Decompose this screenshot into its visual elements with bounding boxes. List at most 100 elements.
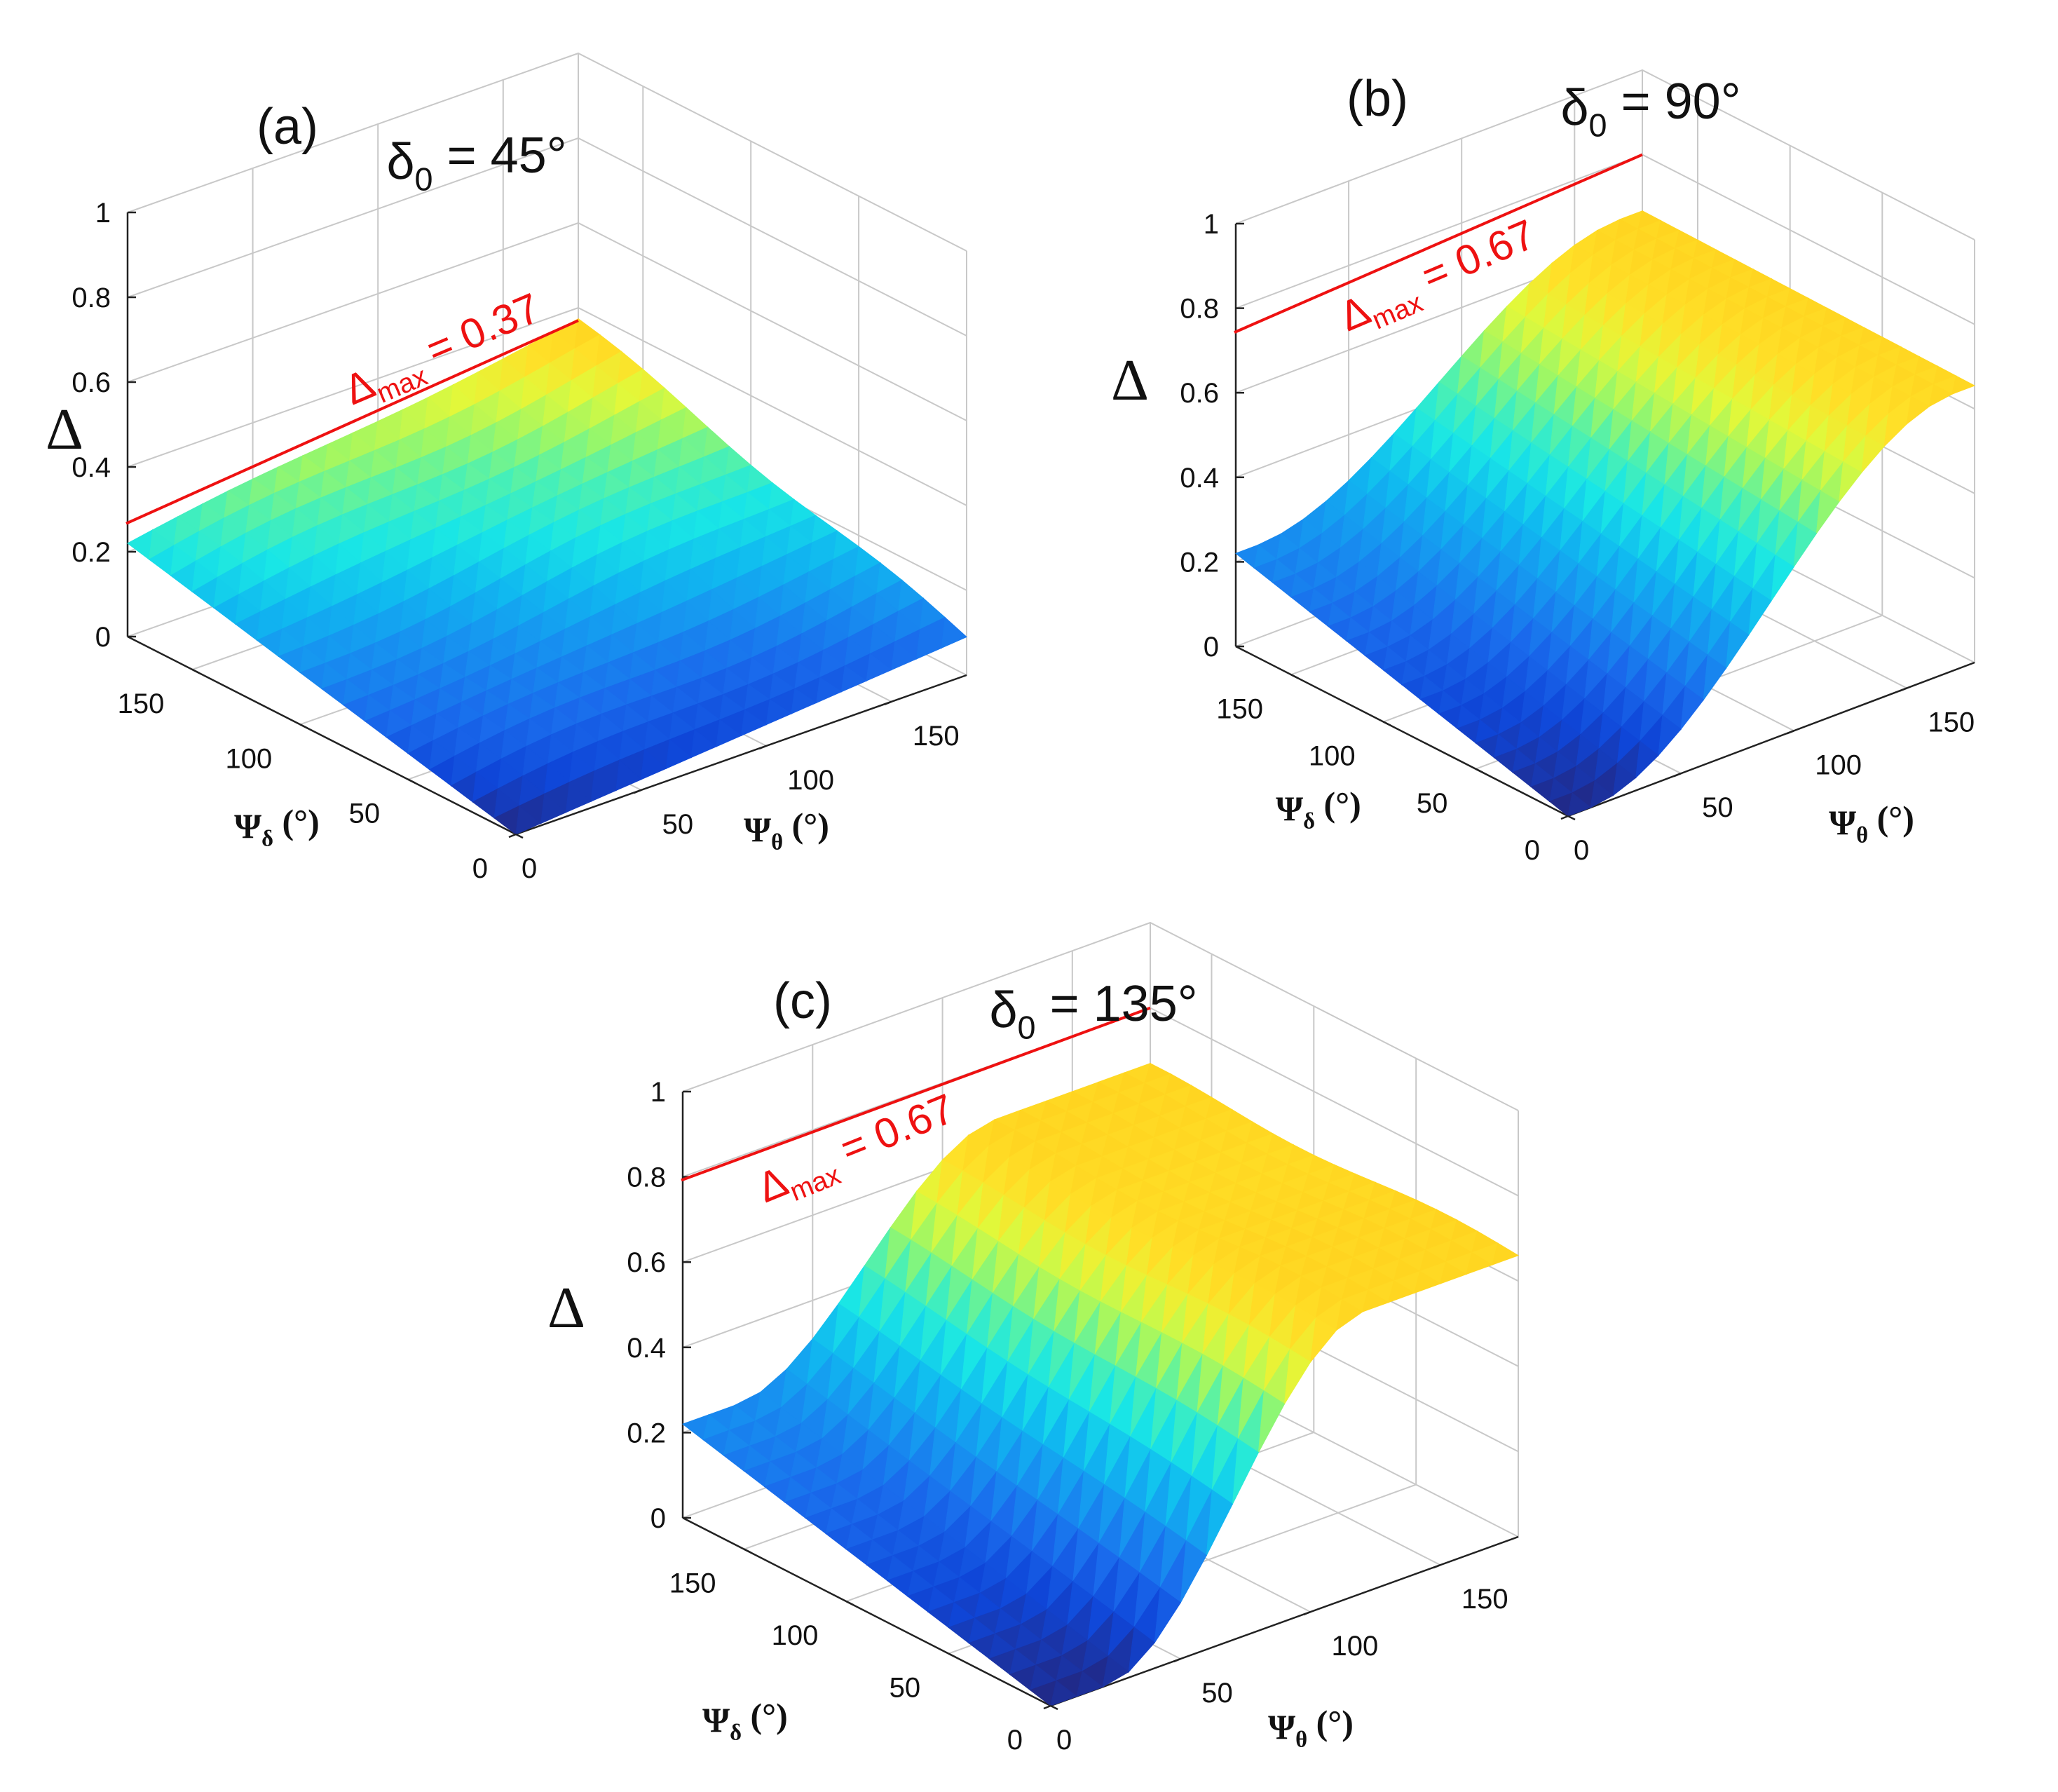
surface-facet bbox=[916, 628, 943, 660]
surface-facet bbox=[665, 738, 693, 770]
y-axis-label-sub: θ bbox=[1295, 1727, 1307, 1752]
y-axis-label: Ψθ (°) bbox=[1829, 799, 1914, 848]
x-axis-label-sub: δ bbox=[261, 826, 273, 851]
surface-facet bbox=[590, 770, 617, 802]
surface-facet bbox=[740, 709, 768, 737]
surface-facet bbox=[1232, 1438, 1260, 1505]
surface-facet bbox=[891, 641, 918, 671]
surface-facet bbox=[1906, 395, 1930, 425]
x-axis-label: Ψδ (°) bbox=[702, 1696, 788, 1746]
z-tick-label: 0.2 bbox=[71, 537, 111, 568]
y-tick-label: 100 bbox=[787, 765, 834, 796]
chart-title-symbol: δ bbox=[989, 982, 1017, 1038]
z-axis-label: Δ bbox=[46, 397, 83, 462]
surface-facet bbox=[1771, 554, 1794, 602]
x-axis-label: Ψδ (°) bbox=[1276, 785, 1361, 834]
chart-title: δ0 = 135° bbox=[989, 976, 1197, 1045]
y-axis-label-rest: (°) bbox=[1868, 799, 1914, 838]
z-tick-label: 0 bbox=[650, 1503, 666, 1534]
z-axis-label: Δ bbox=[547, 1275, 585, 1340]
x-tick-label: 0 bbox=[1525, 835, 1540, 866]
y-tick-label: 150 bbox=[1461, 1584, 1508, 1615]
x-tick-mark bbox=[1475, 768, 1483, 773]
y-tick-mark bbox=[884, 700, 892, 705]
panel-label: (b) bbox=[1347, 71, 1408, 127]
x-axis-label-rest: (°) bbox=[1315, 785, 1361, 824]
surface-facet bbox=[1492, 1242, 1520, 1265]
y-tick-mark bbox=[1560, 815, 1569, 820]
x-axis-label-symbol: Ψ bbox=[1276, 789, 1303, 828]
surface-facet bbox=[540, 793, 567, 824]
y-tick-mark bbox=[1899, 687, 1907, 692]
x-axis-label-sub: δ bbox=[730, 1720, 742, 1745]
y-tick-label: 100 bbox=[1815, 749, 1862, 780]
x-tick-label: 150 bbox=[1216, 693, 1263, 724]
x-tick-mark bbox=[191, 668, 200, 674]
chart-title-sub: 0 bbox=[1589, 107, 1607, 143]
z-tick-label: 0.2 bbox=[627, 1418, 666, 1448]
y-tick-label: 150 bbox=[913, 721, 960, 752]
z-tick-label: 0 bbox=[1204, 632, 1219, 663]
surface-facet bbox=[1284, 1348, 1311, 1404]
surface-facet bbox=[716, 719, 742, 747]
surface-facet bbox=[690, 728, 717, 759]
x-tick-mark bbox=[1567, 815, 1576, 821]
surface-facet bbox=[1951, 375, 1976, 395]
chart-title-sub: 0 bbox=[1018, 1009, 1036, 1045]
x-axis-label: Ψδ (°) bbox=[234, 802, 320, 852]
surface-facet bbox=[1361, 1289, 1389, 1312]
z-tick-label: 0.8 bbox=[1180, 294, 1219, 325]
y-axis-label: Ψθ (°) bbox=[1268, 1703, 1354, 1753]
y-tick-label: 0 bbox=[1574, 835, 1589, 866]
y-tick-label: 50 bbox=[1702, 792, 1733, 823]
y-axis-label-sub: θ bbox=[1856, 822, 1868, 848]
z-tick-label: 0.6 bbox=[1180, 378, 1219, 409]
surface-facet bbox=[1076, 1671, 1104, 1697]
x-axis-label-rest: (°) bbox=[273, 802, 320, 841]
x-tick-label: 150 bbox=[669, 1568, 716, 1599]
surface-facet bbox=[1206, 1489, 1234, 1556]
chart-title-rest: = 90° bbox=[1607, 74, 1741, 130]
y-axis-label-symbol: Ψ bbox=[744, 810, 771, 849]
surface-facet bbox=[1861, 435, 1885, 474]
chart-title: δ0 = 45° bbox=[386, 128, 566, 197]
surface-facet bbox=[127, 529, 154, 560]
surface-facet bbox=[1680, 686, 1705, 731]
z-tick-label: 1 bbox=[650, 1077, 666, 1108]
max-label-rest: = 0.67 bbox=[1404, 210, 1542, 304]
surface-facet bbox=[791, 688, 817, 714]
y-tick-mark bbox=[1173, 1657, 1181, 1663]
z-tick-label: 0.8 bbox=[71, 283, 111, 313]
z-tick-label: 0.6 bbox=[71, 367, 111, 398]
surface-facet bbox=[1387, 1280, 1415, 1303]
chart-title-symbol: δ bbox=[386, 134, 414, 190]
panel-label: (a) bbox=[257, 99, 318, 155]
surface-facet bbox=[1793, 522, 1818, 567]
x-axis-label-symbol: Ψ bbox=[702, 1700, 730, 1739]
chart-title-rest: = 135° bbox=[1036, 976, 1198, 1032]
z-tick-label: 0.4 bbox=[627, 1333, 666, 1364]
surface-facet bbox=[1815, 490, 1840, 535]
x-tick-label: 0 bbox=[472, 853, 488, 884]
surface-facet bbox=[1309, 1317, 1337, 1364]
x-tick-label: 100 bbox=[225, 743, 272, 774]
surface-facet bbox=[1258, 1390, 1286, 1453]
x-tick-mark bbox=[1050, 1704, 1058, 1711]
max-line bbox=[1234, 153, 1643, 334]
surface bbox=[681, 1062, 1520, 1706]
z-tick-label: 1 bbox=[1204, 209, 1219, 240]
surface-facet bbox=[1567, 792, 1592, 817]
y-axis-label-symbol: Ψ bbox=[1268, 1707, 1295, 1746]
surface bbox=[127, 318, 967, 835]
surface-facet bbox=[1128, 1627, 1155, 1674]
surface-facet bbox=[1180, 1540, 1207, 1603]
x-tick-mark bbox=[845, 1600, 854, 1606]
x-axis-label-rest: (°) bbox=[742, 1696, 788, 1735]
y-tick-mark bbox=[1043, 1704, 1051, 1710]
z-tick-label: 0.6 bbox=[627, 1247, 666, 1278]
surface-facet bbox=[1466, 1251, 1494, 1275]
z-tick-label: 0.4 bbox=[1180, 463, 1219, 494]
